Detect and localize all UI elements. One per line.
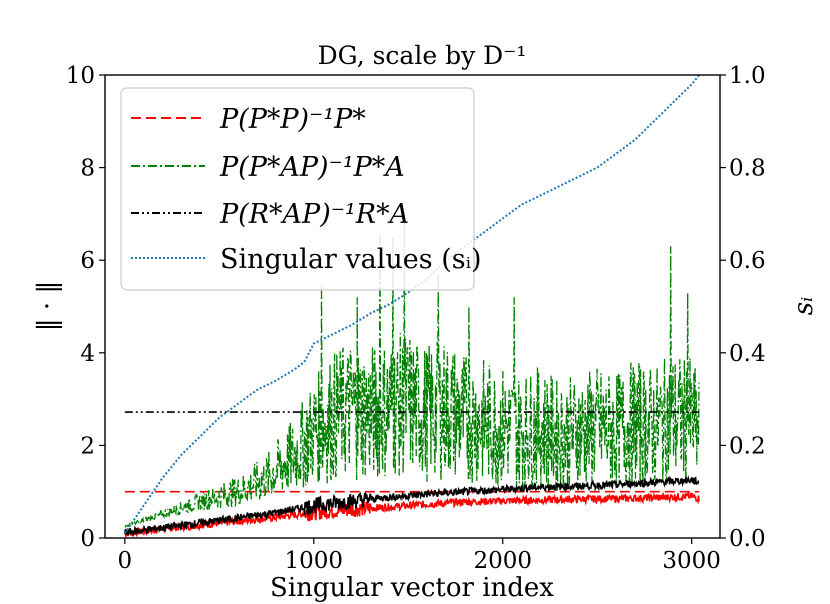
x-axis-label: Singular vector index — [270, 573, 554, 603]
y2-tick-label-1: 0.2 — [729, 433, 766, 459]
y2-tick-label-2: 0.4 — [729, 341, 766, 367]
x-tick-label-3: 3000 — [662, 548, 721, 574]
series-line-2 — [124, 223, 700, 528]
legend-label-3: Singular values (sᵢ) — [220, 244, 482, 275]
series-layer — [123, 74, 700, 539]
series-line-4 — [124, 475, 700, 538]
y2-axis-label: sᵢ — [789, 297, 819, 316]
y2-tick-label-4: 0.8 — [729, 156, 766, 182]
y-axis-label: ‖ · ‖ — [33, 281, 63, 332]
legend-label-2: P(R*AP)⁻¹R*A — [219, 199, 409, 230]
x-tick-label-2: 2000 — [473, 548, 532, 574]
x-tick-label-1: 1000 — [285, 548, 344, 574]
x-axis: 0 1000 2000 3000 — [118, 538, 721, 574]
y-tick-label-2: 4 — [80, 341, 95, 367]
y-axis-right: 0.0 0.2 0.4 0.6 0.8 1.0 — [720, 63, 766, 552]
chart-title: DG, scale by D⁻¹ — [318, 41, 527, 70]
y-tick-label-0: 0 — [80, 526, 95, 552]
y2-tick-label-3: 0.6 — [729, 248, 766, 274]
y-tick-label-5: 10 — [66, 63, 95, 89]
y-tick-label-1: 2 — [80, 433, 95, 459]
y-tick-label-4: 8 — [80, 156, 95, 182]
y-axis-left: 0 2 4 6 8 10 — [66, 63, 105, 552]
legend-box — [120, 87, 475, 291]
legend: P(P*P)⁻¹P* P(P*AP)⁻¹P*A P(R*AP)⁻¹R*A Singul… — [120, 87, 482, 291]
legend-label-0: P(P*P)⁻¹P* — [219, 104, 366, 135]
series-line-5 — [123, 74, 700, 534]
x-tick-label-0: 0 — [118, 548, 133, 574]
legend-label-1: P(P*AP)⁻¹P*A — [219, 152, 405, 183]
y2-tick-label-5: 1.0 — [729, 63, 766, 89]
y2-tick-label-0: 0.0 — [729, 526, 766, 552]
plot-frame — [104, 74, 721, 539]
y-tick-label-3: 6 — [80, 248, 95, 274]
